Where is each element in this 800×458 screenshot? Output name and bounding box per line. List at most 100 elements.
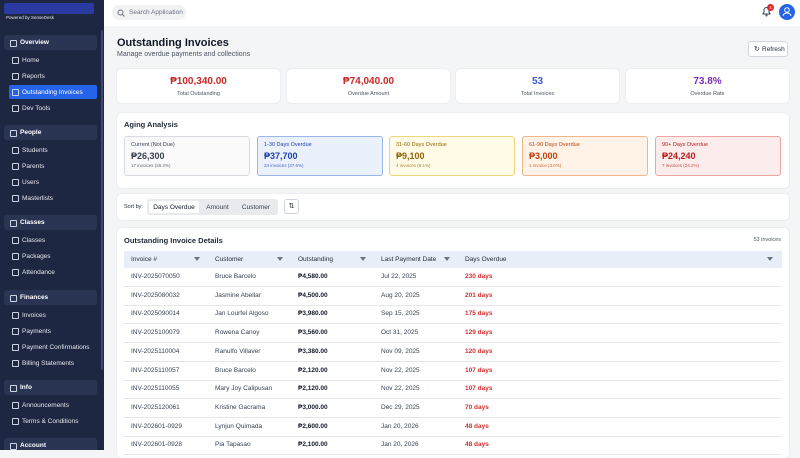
nav-item[interactable]: Parents: [9, 159, 97, 173]
nav-item[interactable]: Payment Confirmations: [9, 340, 97, 354]
outstanding: ₱2,100.00: [298, 441, 328, 449]
table-row[interactable]: INV-2025070050 Bruce Barcelo ₱4,580.00 Jul …: [124, 268, 782, 287]
column-header[interactable]: Days Overdue: [465, 256, 507, 263]
nav-item[interactable]: Packages: [9, 249, 97, 263]
stat-label: Total Invoices: [520, 91, 555, 97]
nav-item[interactable]: Classes: [9, 233, 97, 247]
customer: Jan Lourfel Algoso: [215, 310, 269, 318]
filter-icon[interactable]: [360, 257, 366, 262]
filter-icon[interactable]: [767, 257, 773, 262]
sort-option[interactable]: Days Overdue: [149, 201, 199, 213]
table-row[interactable]: INV-202601-0929 Lynjun Quimada ₱2,600.00 Ja…: [124, 418, 782, 437]
last-payment-date: Sep 15, 2025: [381, 310, 420, 318]
nav-section[interactable]: Account: [4, 438, 97, 450]
bucket-count: 7 invoices (24.2%): [662, 163, 700, 168]
outstanding: ₱2,120.00: [298, 366, 328, 374]
customer: Pia Tapasao: [215, 441, 251, 449]
nav-section[interactable]: Info: [4, 380, 97, 395]
table-row[interactable]: INV-2025120061 Kristine Gacrama ₱3,000.00 D…: [124, 399, 782, 418]
stat-label: Overdue Rate: [690, 91, 725, 97]
bucket-label: 31-60 Days Overdue: [396, 142, 447, 148]
days-overdue: 175 days: [465, 310, 493, 318]
search-icon: [117, 9, 125, 17]
customer: Mary Joy Calipusan: [215, 385, 273, 393]
days-overdue: 230 days: [465, 273, 493, 280]
nav-item[interactable]: Terms & Conditions: [9, 414, 97, 428]
days-overdue: 48 days: [465, 441, 489, 449]
last-payment-date: Nov 09, 2025: [381, 347, 420, 355]
nav-section[interactable]: Overview: [4, 35, 97, 50]
table-row[interactable]: INV-2025110004 Ranulfo Villaver ₱3,380.00 N…: [124, 343, 782, 362]
nav-item[interactable]: Attendance: [9, 265, 97, 279]
column-header[interactable]: Invoice #: [131, 256, 158, 263]
customer: Lynjun Quimada: [215, 422, 263, 430]
stat-value: 53: [531, 76, 544, 87]
page-title: Outstanding Invoices: [117, 37, 229, 49]
stat-value: ₱100,340.00: [170, 76, 227, 87]
sort-option[interactable]: Amount: [206, 203, 229, 211]
stat-value: 73.8%: [693, 76, 722, 87]
customer: Kristine Gacrama: [215, 403, 266, 411]
outstanding: ₱4,580.00: [298, 273, 328, 280]
filter-icon[interactable]: [444, 257, 450, 262]
outstanding: ₱2,600.00: [298, 422, 328, 430]
invoice-id: INV-2025120061: [131, 403, 180, 411]
sort-direction[interactable]: ⇅: [284, 199, 299, 214]
invoice-id: INV-2025110057: [131, 366, 180, 374]
logo: [4, 3, 94, 14]
sort-option[interactable]: Customer: [241, 203, 271, 211]
aging-bucket: 90+ Days Overdue ₱24,240 7 invoices (24.2%…: [655, 136, 781, 176]
table-row[interactable]: INV-2025090014 Jan Lourfel Algoso ₱3,980.0…: [124, 305, 782, 325]
table-row[interactable]: INV-2025080032 Jasmine Abellar ₱4,500.00 Au…: [124, 287, 782, 306]
customer: Bruce Barcelo: [215, 273, 256, 280]
last-payment-date: Jan 20, 2026: [381, 422, 419, 430]
nav-item[interactable]: Students: [9, 143, 97, 157]
column-header[interactable]: Outstanding: [298, 256, 334, 263]
table-row[interactable]: INV-2025100079 Rowena Canoy ₱3,560.00 Oct 3…: [124, 324, 782, 344]
stat-card: 53 Total Invoices: [456, 69, 619, 103]
nav-item[interactable]: Masterlists: [9, 191, 97, 205]
nav-section[interactable]: Classes: [4, 215, 97, 230]
nav-item[interactable]: Users: [9, 175, 97, 189]
nav-item[interactable]: Invoices: [9, 308, 97, 322]
refresh-button[interactable]: ↻ Refresh: [748, 41, 788, 57]
invoice-id: INV-202601-0929: [131, 422, 182, 430]
search-box[interactable]: Search Application: [112, 5, 186, 20]
nav-section[interactable]: Finances: [4, 290, 97, 305]
avatar[interactable]: [779, 4, 795, 20]
nav-item[interactable]: Reports: [9, 69, 97, 83]
days-overdue: 107 days: [465, 366, 493, 374]
nav-item[interactable]: Dev Tools: [9, 101, 97, 115]
table-row[interactable]: INV-2025110057 Bruce Barcelo ₱2,120.00 Nov …: [124, 362, 782, 381]
table-row[interactable]: INV-202601-0928 Pia Tapasao ₱2,100.00 Jan 2…: [124, 436, 782, 456]
filter-icon[interactable]: [277, 257, 283, 262]
table-row[interactable]: INV-2025110055 Mary Joy Calipusan ₱2,120.0…: [124, 380, 782, 400]
column-header[interactable]: Customer: [215, 256, 244, 263]
table-title: Outstanding Invoice Details: [124, 236, 223, 245]
nav-section[interactable]: People: [4, 125, 97, 140]
outstanding: ₱3,000.00: [298, 403, 328, 411]
stat-value: ₱74,040.00: [342, 76, 395, 87]
filter-icon[interactable]: [194, 257, 200, 262]
bucket-count: 1 invoice (3.0%): [529, 163, 562, 168]
bucket-amount: ₱9,100: [396, 151, 425, 161]
nav-item[interactable]: Home: [9, 53, 97, 67]
last-payment-date: Aug 20, 2025: [381, 291, 420, 299]
nav-item[interactable]: Billing Statements: [9, 356, 97, 370]
stat-card: ₱100,340.00 Total Outstanding: [117, 69, 280, 103]
scrollbar: [101, 30, 103, 370]
last-payment-date: Jan 20, 2026: [381, 441, 419, 449]
nav-item[interactable]: Outstanding Invoices: [9, 85, 97, 99]
days-overdue: 48 days: [465, 422, 489, 430]
days-overdue: 201 days: [465, 291, 493, 299]
column-header[interactable]: Last Payment Date: [381, 256, 437, 263]
bucket-amount: ₱3,000: [529, 151, 558, 161]
customer: Rowena Canoy: [215, 329, 260, 337]
nav-item[interactable]: Announcements: [9, 398, 97, 412]
customer: Jasmine Abellar: [215, 291, 261, 299]
nav-item[interactable]: Payments: [9, 324, 97, 338]
bucket-amount: ₱26,300: [131, 151, 165, 161]
days-overdue: 120 days: [465, 347, 493, 355]
last-payment-date: Nov 22, 2025: [381, 385, 420, 393]
